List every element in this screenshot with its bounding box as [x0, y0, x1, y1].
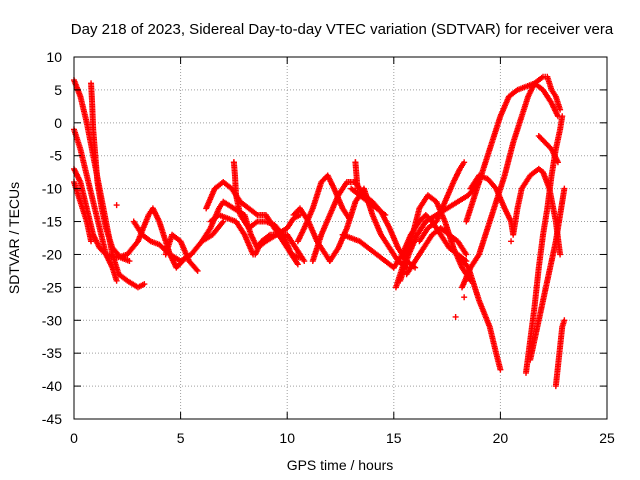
data-marker: [554, 159, 561, 166]
y-tick-label: -35: [42, 345, 62, 361]
outlier-marker: [113, 202, 120, 209]
data-marker: [354, 185, 361, 192]
y-tick-label: -45: [42, 411, 62, 427]
series-track-29: [522, 113, 566, 376]
series-track-24: [416, 159, 468, 245]
data-marker: [141, 281, 148, 288]
data-marker: [557, 106, 564, 113]
data-marker: [113, 277, 120, 284]
outlier-marker: [230, 159, 237, 166]
y-axis-title: SDTVAR / TECUs: [6, 182, 22, 294]
data-points: [71, 73, 568, 390]
series-track-27: [463, 80, 561, 225]
data-marker: [294, 261, 301, 268]
series-track-11: [230, 159, 301, 268]
data-marker: [561, 185, 568, 192]
axis-ticks: 0 5 10 15 20 25 10 5 0 -5 -10 -15 -20 -25 -30 -35 -40 -45: [42, 49, 615, 446]
data-marker: [382, 211, 389, 218]
outlier-marker: [452, 313, 459, 320]
x-tick-label: 25: [599, 430, 615, 446]
data-marker: [126, 258, 133, 265]
outlier-marker: [352, 159, 359, 166]
data-marker: [88, 238, 95, 245]
data-marker: [220, 218, 227, 225]
y-tick-label: -25: [42, 279, 62, 295]
series-track-18: [339, 231, 397, 271]
data-marker: [301, 258, 308, 265]
series-track-25: [454, 251, 504, 373]
y-tick-label: 0: [54, 115, 62, 131]
series-track-17: [348, 185, 389, 218]
data-marker: [194, 267, 201, 274]
data-marker: [193, 266, 200, 273]
outlier-marker: [508, 238, 515, 245]
x-tick-label: 20: [493, 430, 509, 446]
y-tick-label: -15: [42, 214, 62, 230]
series-track-7: [162, 231, 201, 274]
data-marker: [463, 251, 470, 258]
y-tick-label: -10: [42, 181, 62, 197]
plot-frame: [73, 56, 608, 420]
y-tick-label: 10: [46, 49, 62, 65]
data-marker: [461, 159, 468, 166]
series-track-12: [252, 231, 308, 265]
x-tick-label: 10: [279, 430, 295, 446]
series-track-23: [403, 225, 470, 278]
data-marker: [497, 366, 504, 373]
y-tick-label: -5: [50, 148, 63, 164]
series-track-28: [467, 165, 564, 258]
y-tick-label: -30: [42, 312, 62, 328]
x-tick-label: 0: [70, 430, 78, 446]
series-track-32: [535, 132, 561, 166]
series-track-30: [527, 185, 568, 363]
x-axis-title: GPS time / hours: [287, 457, 394, 473]
series-track-31: [552, 317, 568, 390]
data-marker: [557, 251, 564, 258]
series-track-2: [71, 126, 120, 284]
chart-title: Day 218 of 2023, Sidereal Day-to-day VTE…: [71, 21, 614, 38]
outlier-marker: [461, 294, 468, 301]
data-marker: [561, 317, 568, 324]
data-marker: [559, 113, 566, 120]
series-track-4: [71, 179, 95, 245]
series-track-5: [88, 80, 133, 265]
y-tick-label: -40: [42, 378, 62, 394]
x-tick-label: 5: [177, 430, 185, 446]
y-tick-label: -20: [42, 246, 62, 262]
y-tick-label: 5: [54, 82, 62, 98]
series-track-10: [207, 211, 257, 258]
x-tick-label: 15: [386, 430, 402, 446]
